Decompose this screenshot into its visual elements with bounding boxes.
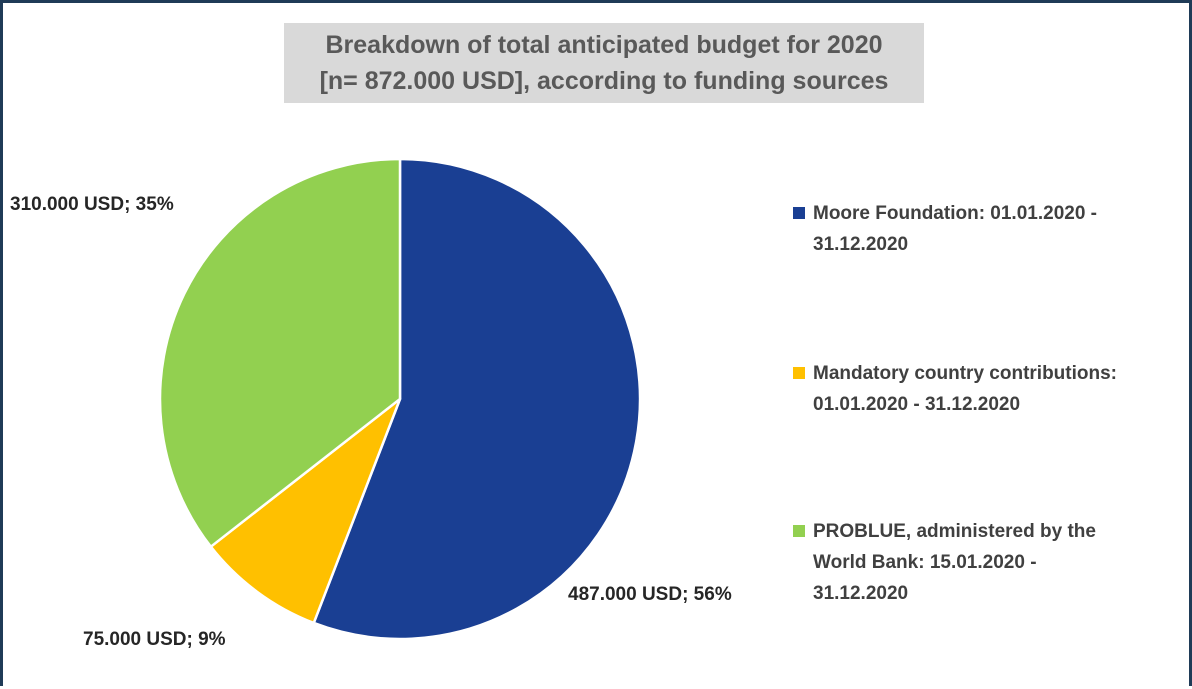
legend-swatch-mandatory <box>793 367 805 379</box>
legend-label-mandatory: Mandatory country contributions: 01.01.2… <box>813 358 1117 420</box>
legend-label-moore: Moore Foundation: 01.01.2020 - 31.12.202… <box>813 198 1097 260</box>
legend-label-mandatory-line-2: 01.01.2020 - 31.12.2020 <box>813 394 1021 415</box>
chart-title: Breakdown of total anticipated budget fo… <box>284 23 924 103</box>
pie-slice-problue <box>158 157 402 548</box>
pie-data-labels: 487.000 USD; 56% 75.000 USD; 9% 310.000 … <box>10 194 732 650</box>
legend-label-moore-line-2: 31.12.2020 <box>813 234 909 255</box>
pie-slice-mandatory <box>209 397 402 625</box>
pie-slices <box>158 157 642 641</box>
legend-label-problue: PROBLUE, administered by the World Bank:… <box>813 516 1096 609</box>
data-label-problue: 310.000 USD; 35% <box>10 194 174 215</box>
legend-item-mandatory: Mandatory country contributions: 01.01.2… <box>793 358 1183 420</box>
legend-item-moore: Moore Foundation: 01.01.2020 - 31.12.202… <box>793 198 1183 260</box>
chart-title-line-1: Breakdown of total anticipated budget fo… <box>325 31 883 59</box>
pie-slice-moore <box>312 157 642 641</box>
legend-label-problue-line-2: World Bank: 15.01.2020 - <box>813 552 1037 573</box>
data-label-moore: 487.000 USD; 56% <box>568 584 732 605</box>
legend-swatch-moore <box>793 207 805 219</box>
legend-label-problue-line-3: 31.12.2020 <box>813 583 909 604</box>
legend-swatch-problue <box>793 525 805 537</box>
pie-chart: 487.000 USD; 56% 75.000 USD; 9% 310.000 … <box>10 157 732 650</box>
legend-label-mandatory-line-1: Mandatory country contributions: <box>813 363 1117 384</box>
legend-item-problue: PROBLUE, administered by the World Bank:… <box>793 516 1183 609</box>
data-label-mandatory: 75.000 USD; 9% <box>83 629 226 650</box>
legend-label-moore-line-1: Moore Foundation: 01.01.2020 - <box>813 203 1097 224</box>
chart-title-line-2: [n= 872.000 USD], according to funding s… <box>319 67 889 95</box>
legend-label-problue-line-1: PROBLUE, administered by the <box>813 521 1096 542</box>
